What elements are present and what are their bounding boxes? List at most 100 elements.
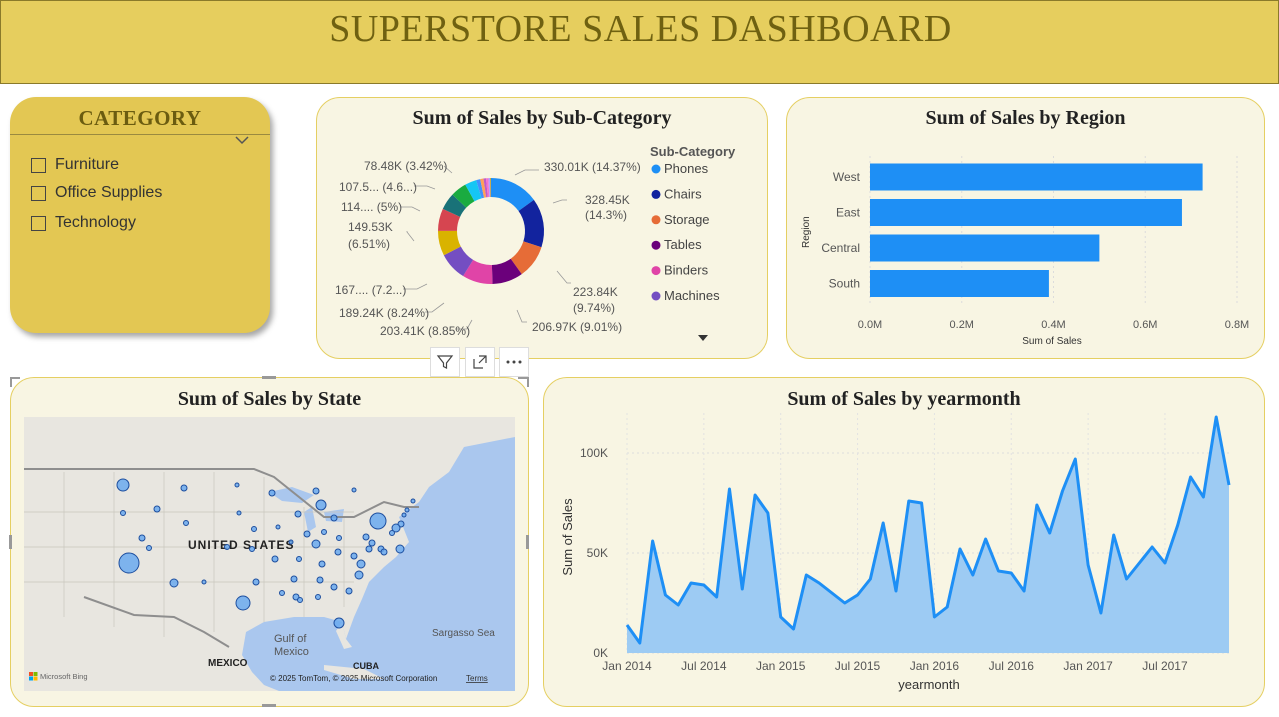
state-bubble[interactable] <box>297 597 303 603</box>
state-bubble[interactable] <box>410 498 416 504</box>
donut-slice[interactable] <box>480 178 487 198</box>
checkbox[interactable] <box>31 185 46 201</box>
state-bubble[interactable] <box>118 552 140 574</box>
map-terms-link[interactable]: Terms <box>466 674 488 683</box>
legend-item[interactable]: Tables <box>664 237 702 252</box>
checkbox[interactable] <box>31 157 46 173</box>
state-bubble[interactable] <box>391 523 401 533</box>
state-bubble[interactable] <box>315 499 327 511</box>
state-bubble[interactable] <box>180 484 188 492</box>
state-bubble[interactable] <box>404 507 410 513</box>
donut-slice[interactable] <box>483 178 488 198</box>
state-bubble[interactable] <box>368 539 376 547</box>
legend-item[interactable]: Binders <box>664 263 709 278</box>
legend-item[interactable]: Phones <box>664 161 709 176</box>
state-bubble[interactable] <box>333 617 345 629</box>
legend-item[interactable]: Machines <box>664 288 720 303</box>
donut-slice[interactable] <box>491 178 534 212</box>
state-bubble[interactable] <box>389 530 395 536</box>
checkbox[interactable] <box>31 215 46 231</box>
state-bubble[interactable] <box>350 552 358 560</box>
state-bubble[interactable] <box>290 575 298 583</box>
state-bubble[interactable] <box>146 545 152 551</box>
resize-handle[interactable] <box>262 704 276 707</box>
state-bubble[interactable] <box>235 595 251 611</box>
state-bubble[interactable] <box>318 560 326 568</box>
resize-handle[interactable] <box>10 377 20 379</box>
donut-slice[interactable] <box>438 208 461 231</box>
bar[interactable] <box>870 270 1049 297</box>
yearmonth-line-card[interactable]: Sum of Sales by yearmonth Sum of Sales y… <box>543 377 1265 707</box>
donut-slice[interactable] <box>486 178 490 198</box>
donut-slice[interactable] <box>465 180 482 202</box>
chevron-down-icon[interactable] <box>235 135 249 145</box>
state-bubble[interactable] <box>279 590 285 596</box>
state-bubble[interactable] <box>330 514 338 522</box>
slicer-item-technology[interactable]: Technology <box>31 213 136 233</box>
state-bubble[interactable] <box>296 556 302 562</box>
resize-handle[interactable] <box>526 535 529 549</box>
state-bubble[interactable] <box>268 489 276 497</box>
resize-handle[interactable] <box>9 535 12 549</box>
resize-handle[interactable] <box>262 376 276 379</box>
donut-slice[interactable] <box>442 194 467 217</box>
state-bubble[interactable] <box>334 548 342 556</box>
state-bubble[interactable] <box>316 576 324 584</box>
state-bubble[interactable] <box>252 578 260 586</box>
state-bubble[interactable] <box>315 594 321 600</box>
state-map[interactable]: UNITED STATES Gulf of Mexico Sargasso Se… <box>24 417 515 691</box>
donut-slice[interactable] <box>491 258 522 284</box>
state-bubble[interactable] <box>294 510 302 518</box>
state-bubble[interactable] <box>354 570 364 580</box>
state-bubble[interactable] <box>311 539 321 549</box>
donut-slice[interactable] <box>488 178 491 198</box>
sales-line[interactable] <box>625 415 1231 645</box>
state-bubble[interactable] <box>251 526 257 532</box>
state-bubble[interactable] <box>380 548 388 556</box>
donut-slice[interactable] <box>518 199 544 248</box>
donut-slice[interactable] <box>490 178 491 198</box>
state-bubble[interactable] <box>336 535 342 541</box>
yearmonth-area-chart[interactable]: Sum of Sales yearmonth 0K 50K 100K Jan 2014… <box>544 378 1266 708</box>
donut-slice[interactable] <box>452 184 475 208</box>
state-bubble[interactable] <box>369 512 387 530</box>
state-bubble[interactable] <box>201 579 207 585</box>
legend-item[interactable]: Chairs <box>664 186 702 201</box>
state-bubble[interactable] <box>362 533 370 541</box>
donut-slice[interactable] <box>463 259 493 284</box>
slicer-item-office-supplies[interactable]: Office Supplies <box>31 183 162 203</box>
more-options-button[interactable] <box>499 347 529 377</box>
subcategory-donut-card[interactable]: Sum of Sales by Sub-Category 330.01K (14… <box>316 97 768 359</box>
state-bubble[interactable] <box>169 578 179 588</box>
bar[interactable] <box>870 163 1203 191</box>
state-bubble[interactable] <box>138 534 146 542</box>
donut-slice[interactable] <box>510 241 542 275</box>
slicer-item-furniture[interactable]: Furniture <box>31 155 119 175</box>
resize-handle[interactable] <box>527 377 529 387</box>
state-bubble[interactable] <box>234 482 240 488</box>
state-bubble[interactable] <box>120 510 126 516</box>
state-bubble[interactable] <box>249 546 255 552</box>
state-bubble[interactable] <box>365 545 373 553</box>
state-bubble[interactable] <box>303 530 311 538</box>
bar[interactable] <box>870 234 1100 262</box>
state-bubble[interactable] <box>153 505 161 513</box>
bar[interactable] <box>870 199 1182 226</box>
filter-button[interactable] <box>430 347 460 377</box>
donut-slice[interactable] <box>476 179 485 199</box>
state-bubble[interactable] <box>312 487 320 495</box>
state-bubble[interactable] <box>275 524 281 530</box>
state-bubble[interactable] <box>224 544 230 550</box>
state-bubble[interactable] <box>345 587 353 595</box>
resize-handle[interactable] <box>10 377 12 387</box>
state-bubble[interactable] <box>395 544 405 554</box>
donut-slice[interactable] <box>438 230 461 256</box>
resize-handle[interactable] <box>518 377 528 379</box>
state-bubble[interactable] <box>116 478 130 492</box>
state-bubble[interactable] <box>401 512 407 518</box>
donut-chart[interactable]: 330.01K (14.37%) 328.45K (14.3%) 223.84K… <box>317 98 769 360</box>
state-bubble[interactable] <box>236 510 242 516</box>
state-bubble[interactable] <box>271 555 279 563</box>
state-bubble[interactable] <box>288 539 294 545</box>
state-bubble[interactable] <box>321 529 327 535</box>
